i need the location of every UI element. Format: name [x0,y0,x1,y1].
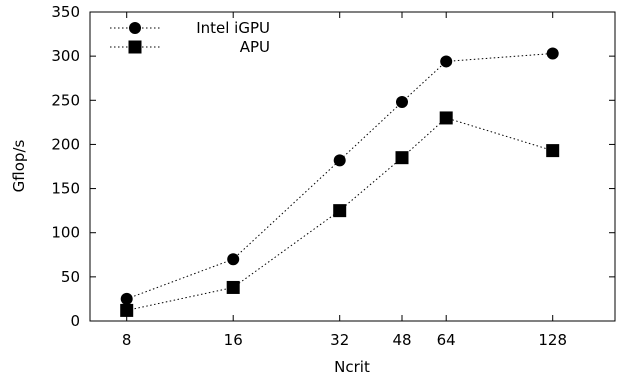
x-tick-label: 128 [538,331,567,349]
legend-marker-circle [129,22,141,34]
y-tick-label: 150 [51,180,80,198]
x-axis-label: Ncrit [334,358,370,376]
legend-label: APU [240,38,270,56]
data-point-square [546,144,560,158]
series-line-square [126,117,553,311]
x-tick-label: 32 [330,331,349,349]
data-point-circle [333,154,346,167]
data-point-circle [227,253,240,266]
series-line-circle [126,53,553,300]
data-point-square [226,280,240,294]
plot-frame [89,11,616,322]
y-tick-label: 0 [70,312,80,330]
data-point-square [439,111,453,125]
x-tick-label: 16 [224,331,243,349]
y-tick-label: 200 [51,135,80,153]
data-point-circle [120,292,133,305]
y-tick-label: 250 [51,91,80,109]
data-point-circle [396,96,409,109]
y-tick-label: 50 [61,268,80,286]
y-axis-label: Gflop/s [10,139,28,192]
data-point-square [120,303,134,317]
legend-marker-square [128,40,142,54]
y-axis: 0 50 100 150 200 250 300 350 [51,3,615,330]
y-tick-label: 350 [51,3,80,21]
x-tick-label: 48 [392,331,411,349]
legend-label: Intel iGPU [196,19,270,37]
data-point-square [333,204,347,218]
data-point-circle [440,55,453,68]
data-point-square [395,151,409,165]
x-tick-label: 64 [437,331,456,349]
data-point-circle [546,47,559,60]
x-axis: 8 16 32 48 64 128 [122,12,567,349]
x-tick-label: 8 [122,331,132,349]
series-layer [120,47,560,317]
y-tick-label: 100 [51,224,80,242]
y-tick-label: 300 [51,47,80,65]
